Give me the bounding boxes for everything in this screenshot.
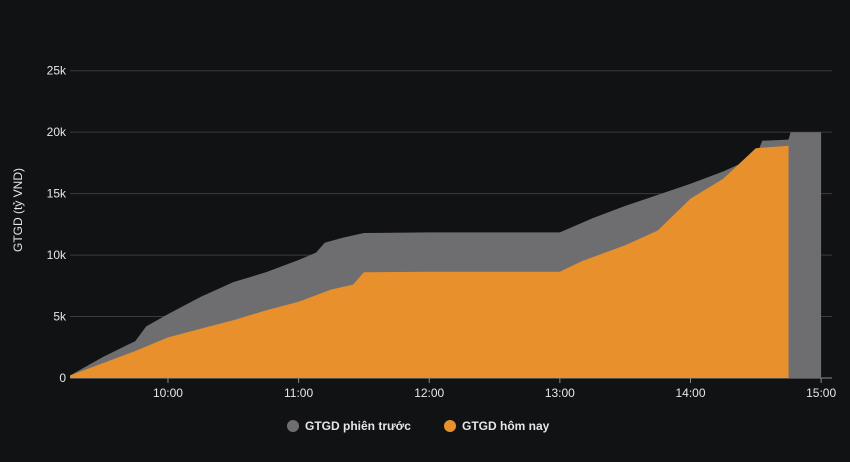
legend-label: GTGD phiên trước <box>305 419 411 433</box>
x-tick-label: 10:00 <box>153 386 183 400</box>
series-areas <box>70 132 822 378</box>
x-tick-label: 11:00 <box>284 386 313 400</box>
y-axis-ticks: 0 5k 10k 15k 20k 25k <box>47 64 67 385</box>
x-tick-label: 14:00 <box>675 386 705 400</box>
legend-marker <box>444 420 456 432</box>
legend-item-1[interactable]: GTGD hôm nay <box>444 419 550 433</box>
y-tick-label: 15k <box>47 187 67 201</box>
y-tick-label: 10k <box>47 248 67 262</box>
x-tick-label: 12:00 <box>414 386 444 400</box>
legend-label: GTGD hôm nay <box>462 419 550 433</box>
legend[interactable]: GTGD phiên trước GTGD hôm nay <box>287 419 550 433</box>
legend-item-0[interactable]: GTGD phiên trước <box>287 419 411 433</box>
y-tick-label: 0 <box>59 371 66 385</box>
x-tick-label: 13:00 <box>545 386 575 400</box>
area-series-1 <box>70 145 789 378</box>
y-axis-title: GTGD (tỷ VND) <box>11 168 25 252</box>
y-tick-label: 5k <box>53 310 67 324</box>
y-tick-label: 25k <box>47 64 67 78</box>
x-axis-ticks: 10:00 11:00 12:00 13:00 14:00 15:00 <box>153 378 836 400</box>
legend-marker <box>287 420 299 432</box>
x-tick-label: 15:00 <box>806 386 836 400</box>
y-tick-label: 20k <box>47 125 67 139</box>
